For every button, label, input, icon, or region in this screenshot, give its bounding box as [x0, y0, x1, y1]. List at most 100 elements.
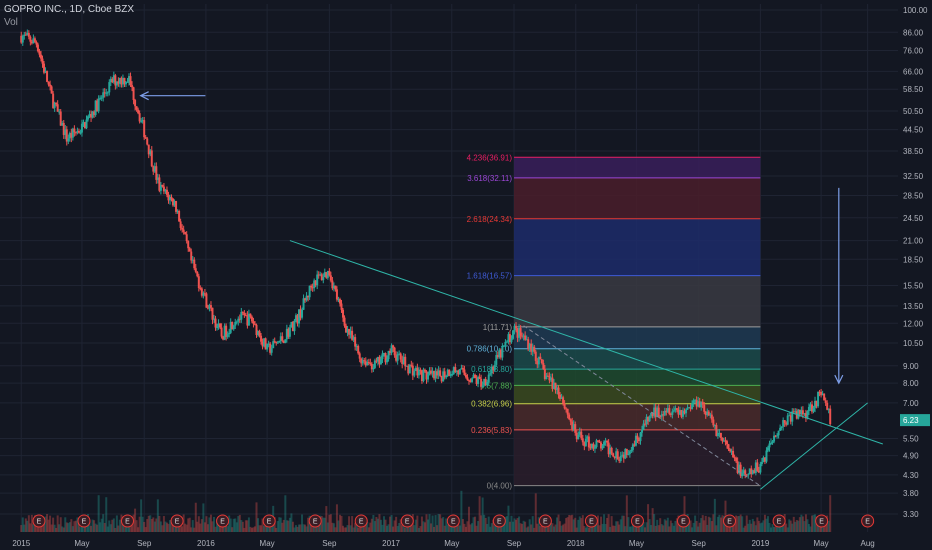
- candle-body: [698, 401, 701, 408]
- annotation-arrows[interactable]: [139, 91, 844, 385]
- candle-body: [735, 457, 738, 462]
- volume-bar: [571, 514, 574, 532]
- volume-bar: [763, 514, 766, 532]
- volume-bar: [176, 526, 179, 532]
- volume-bar: [90, 525, 93, 532]
- candle-body: [404, 356, 407, 367]
- candle-body: [747, 474, 750, 476]
- earnings-marker[interactable]: [815, 514, 829, 528]
- candle-body: [123, 77, 126, 85]
- volume-bar: [791, 523, 794, 532]
- candle-body: [272, 341, 275, 349]
- earnings-marker[interactable]: [861, 514, 875, 528]
- trendline[interactable]: [760, 402, 868, 490]
- volume-bar: [563, 523, 566, 532]
- volume-bar: [437, 513, 440, 532]
- earnings-marker[interactable]: [262, 514, 276, 528]
- earnings-marker[interactable]: [538, 514, 552, 528]
- candle-body: [531, 346, 534, 352]
- volume-bar: [357, 527, 360, 532]
- earnings-marker[interactable]: [676, 514, 690, 528]
- volume-bar: [74, 520, 77, 532]
- volume-bar: [668, 526, 671, 532]
- earnings-marker[interactable]: [446, 514, 460, 528]
- candle-body: [260, 335, 263, 342]
- volume-bar: [398, 523, 401, 532]
- volume-bar: [600, 516, 603, 532]
- earnings-marker[interactable]: [492, 514, 506, 528]
- volume-bar: [386, 525, 389, 532]
- earnings-marker[interactable]: [630, 514, 644, 528]
- candle-body: [135, 106, 138, 110]
- candle-body: [67, 138, 70, 142]
- earnings-marker-label: E: [451, 519, 456, 526]
- candle-body: [401, 359, 404, 364]
- volume-bar: [471, 523, 474, 532]
- earnings-marker-label: E: [681, 519, 686, 526]
- volume-bar: [484, 517, 487, 532]
- volume-bar: [144, 527, 147, 532]
- earnings-marker[interactable]: [723, 514, 737, 528]
- candle-body: [124, 81, 127, 85]
- symbol-title[interactable]: GOPRO INC., 1D, Cboe BZX: [4, 4, 135, 15]
- earnings-marker[interactable]: [772, 514, 786, 528]
- candle-body: [726, 441, 729, 445]
- candle-body: [562, 397, 565, 404]
- volume-bar: [65, 522, 68, 532]
- earnings-marker[interactable]: [32, 514, 46, 528]
- trendlines[interactable]: [289, 240, 883, 490]
- candle-body: [569, 419, 572, 422]
- candle-body: [578, 431, 581, 435]
- earnings-marker[interactable]: [400, 514, 414, 528]
- time-axis[interactable]: 2015 May Sep 2016 May Sep 2017 May Sep 2018 May Sep…: [12, 539, 874, 548]
- candle-body: [782, 420, 785, 427]
- candle-body: [237, 318, 240, 322]
- candle-body: [313, 280, 316, 289]
- candle-body: [559, 394, 562, 400]
- volume-bar: [803, 521, 806, 532]
- candle-body: [527, 339, 530, 349]
- candle-body: [596, 440, 599, 442]
- earnings-marker[interactable]: [216, 514, 230, 528]
- candle-body: [106, 92, 109, 94]
- volume-bar: [760, 522, 763, 532]
- volume-bar: [161, 525, 164, 532]
- volume-bar: [754, 525, 757, 532]
- price-tick-label: 50.50: [903, 107, 924, 116]
- earnings-marker[interactable]: [77, 514, 91, 528]
- volume-bar: [234, 518, 237, 532]
- trendline[interactable]: [289, 240, 883, 445]
- candle-body: [82, 122, 85, 124]
- dashed-trendline[interactable]: [523, 325, 761, 486]
- volume-bar: [650, 525, 653, 532]
- candle-body: [416, 367, 419, 376]
- earnings-marker[interactable]: [120, 514, 134, 528]
- candle-body: [536, 360, 539, 365]
- volume-bar: [504, 516, 507, 532]
- volume-bar: [55, 527, 58, 532]
- volume-bar: [407, 523, 410, 532]
- volume-bar: [651, 508, 654, 532]
- earnings-marker[interactable]: [584, 514, 598, 528]
- fibonacci-extension[interactable]: 0(4.00) 0.236(5.83) 0.382(6.96) 0.5(7.88) 0.…: [467, 153, 761, 491]
- volume-bar: [196, 521, 199, 532]
- volume-bar: [824, 523, 827, 532]
- candle-body: [301, 309, 304, 318]
- price-axis[interactable]: 100.00 86.00 76.00 66.00 58.50 50.50 44.50 38.5…: [900, 6, 930, 519]
- volume-bar: [338, 514, 341, 532]
- earnings-marker[interactable]: [170, 514, 184, 528]
- candle-body: [469, 380, 472, 382]
- earnings-marker[interactable]: [308, 514, 322, 528]
- volume-bar: [399, 519, 402, 532]
- candle-body: [821, 393, 824, 396]
- volume-bar: [225, 521, 228, 532]
- candle-body: [446, 369, 449, 376]
- volume-bar: [595, 521, 598, 532]
- candle-body: [152, 166, 155, 172]
- earnings-marker[interactable]: [354, 514, 368, 528]
- volume-bar: [440, 518, 443, 532]
- candle-body: [266, 344, 269, 350]
- candle-body: [464, 374, 467, 378]
